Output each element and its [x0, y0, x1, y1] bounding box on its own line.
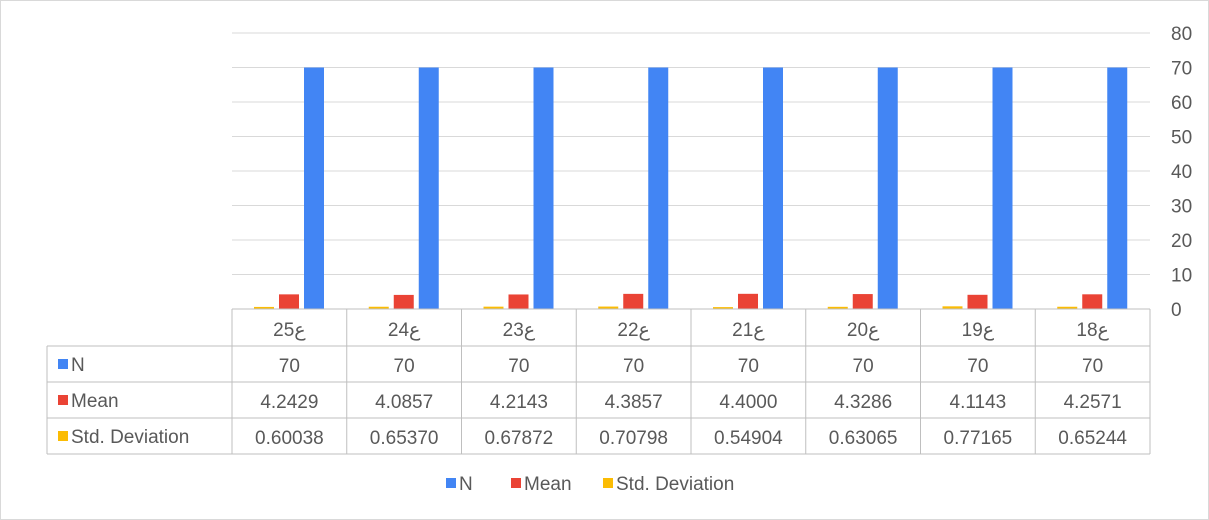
bars: [254, 67, 1128, 309]
legend-label: N: [459, 474, 473, 495]
bar-mean: [738, 293, 758, 309]
data-label: 4.0857: [375, 392, 433, 413]
y-tick-label: 30: [1171, 197, 1192, 218]
data-label: 70: [738, 356, 759, 377]
data-label: 0.63065: [829, 428, 898, 449]
data-label: 4.3857: [605, 392, 663, 413]
legend-swatch: [511, 478, 521, 488]
category-label: ع20: [847, 320, 880, 341]
bar-mean: [279, 294, 299, 309]
data-label: 0.54904: [714, 428, 783, 449]
table-series-name: Std. Deviation: [71, 427, 189, 448]
bar-std-deviation: [368, 306, 389, 309]
category-label: ع19: [962, 320, 995, 341]
bar-std-deviation: [483, 306, 504, 309]
data-label: 0.60038: [255, 428, 324, 449]
legend: N Mean Std. Deviation: [446, 474, 734, 495]
data-table: ع25 ع24 ع23 ع22 ع21 ع20 ع19 ع18 N 70 70 70 70 70 70 70 7…: [46, 308, 1151, 455]
data-label: 0.77165: [944, 428, 1013, 449]
bar-mean: [508, 294, 529, 309]
table-series-name: N: [71, 355, 85, 376]
data-label: 0.65244: [1058, 428, 1127, 449]
table-series-swatch: [58, 359, 68, 369]
legend-swatch: [603, 478, 613, 488]
data-label: 4.2571: [1064, 392, 1122, 413]
bar-n: [304, 67, 324, 309]
y-tick-label: 80: [1171, 24, 1192, 45]
data-label: 4.3286: [834, 392, 892, 413]
legend-swatch: [446, 478, 456, 488]
legend-label: Mean: [524, 474, 572, 495]
data-label: 4.1143: [950, 392, 1007, 413]
data-label: 70: [1082, 356, 1103, 377]
data-label: 70: [508, 356, 529, 377]
data-label: 4.4000: [719, 392, 777, 413]
bar-std-deviation: [713, 307, 733, 309]
y-tick-label: 60: [1171, 93, 1192, 114]
bar-std-deviation: [254, 306, 274, 309]
y-tick-label: 70: [1171, 59, 1192, 80]
table-series-name: Mean: [71, 391, 119, 412]
bar-n: [648, 67, 669, 309]
legend-label: Std. Deviation: [616, 474, 734, 495]
data-label: 0.67872: [485, 428, 554, 449]
bar-std-deviation: [942, 306, 963, 309]
data-label: 70: [967, 356, 988, 377]
bar-std-deviation: [598, 306, 619, 309]
table-series-swatch: [58, 431, 68, 441]
data-label: 70: [623, 356, 644, 377]
y-axis-ticks: 0 10 20 30 40 50 60 70 80: [1171, 24, 1192, 321]
data-label: 4.2143: [490, 392, 548, 413]
category-label: ع25: [273, 320, 306, 341]
y-tick-label: 20: [1171, 231, 1192, 252]
bar-mean: [1082, 294, 1103, 309]
category-label: ع18: [1076, 320, 1109, 341]
bar-mean: [393, 294, 414, 309]
category-label: ع21: [732, 320, 765, 341]
bar-n: [1107, 67, 1128, 309]
bar-mean: [852, 294, 873, 309]
data-label: 0.65370: [370, 428, 439, 449]
bar-n: [533, 67, 554, 309]
bar-mean: [623, 293, 644, 309]
y-tick-label: 0: [1171, 300, 1182, 321]
bar-n: [877, 67, 898, 309]
data-label: 0.70798: [599, 428, 668, 449]
data-label: 70: [279, 356, 300, 377]
y-tick-label: 40: [1171, 162, 1192, 183]
category-label: ع22: [617, 320, 650, 341]
y-tick-label: 10: [1171, 266, 1192, 287]
bar-mean: [967, 294, 988, 309]
data-label: 70: [853, 356, 874, 377]
bar-n: [992, 67, 1013, 309]
data-label: 70: [394, 356, 415, 377]
y-tick-label: 50: [1171, 128, 1192, 149]
category-label: ع23: [503, 320, 536, 341]
bar-std-deviation: [827, 306, 848, 309]
bar-std-deviation: [1057, 306, 1078, 309]
table-series-swatch: [58, 395, 68, 405]
data-label: 4.2429: [260, 392, 318, 413]
category-label: ع24: [388, 320, 421, 341]
bar-n: [418, 67, 439, 309]
bar-n: [763, 67, 783, 309]
